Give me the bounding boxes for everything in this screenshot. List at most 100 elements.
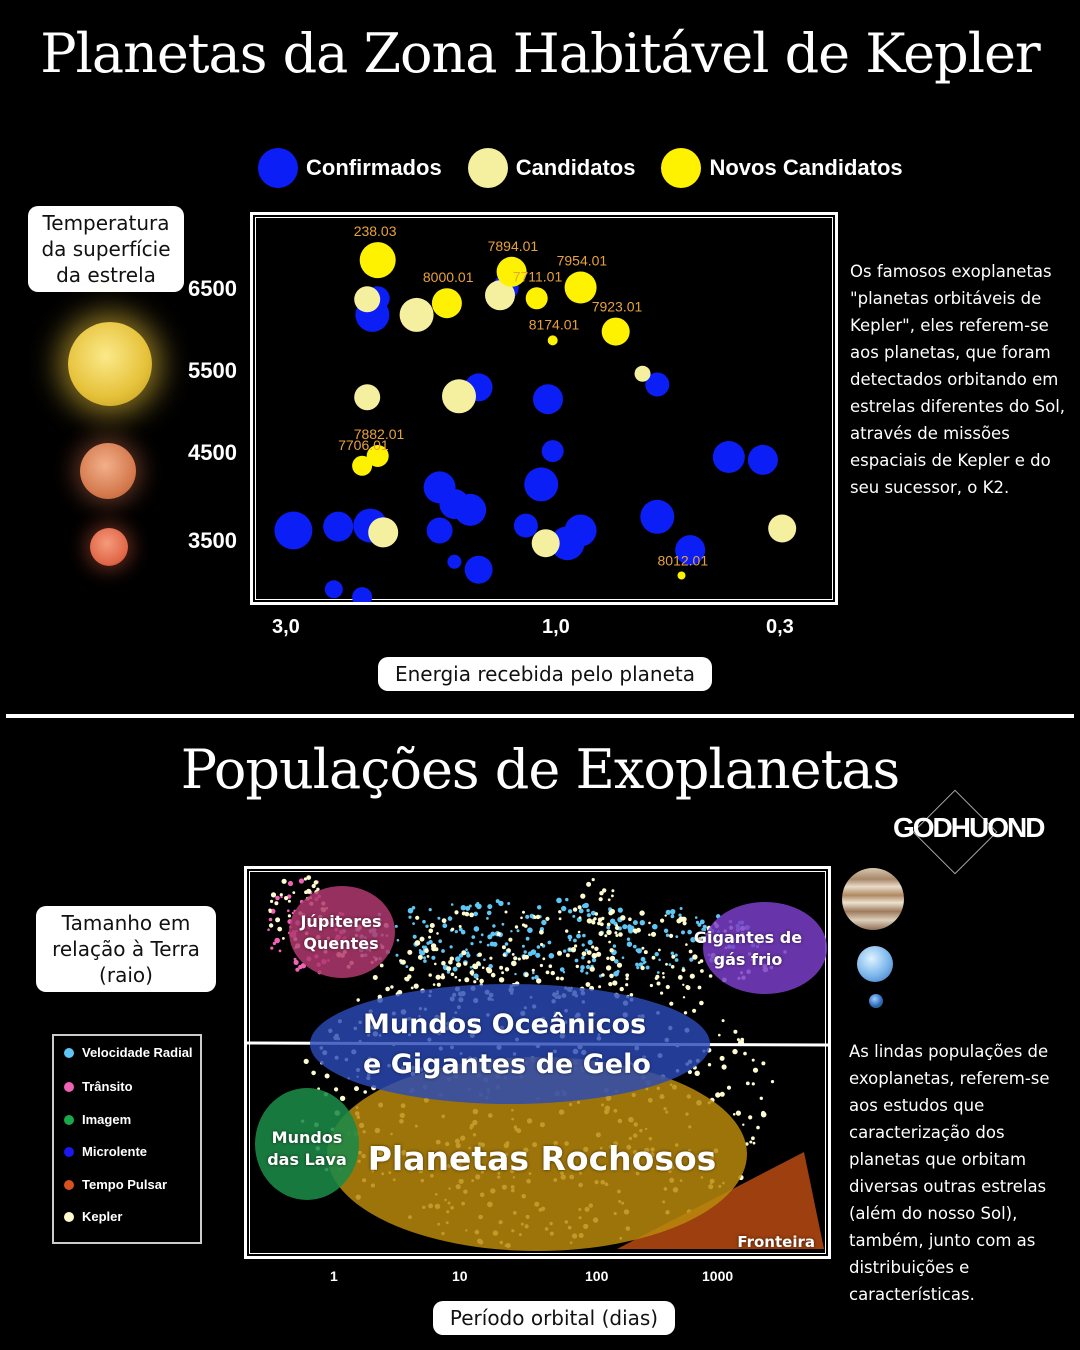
population-dot — [496, 932, 501, 936]
data-point-0-11 — [464, 555, 493, 584]
population-dot — [405, 965, 409, 968]
population-dot — [567, 934, 573, 940]
population-dot — [449, 945, 453, 949]
population-dot — [584, 948, 589, 952]
population-dot — [605, 965, 612, 971]
population-dot — [660, 918, 665, 923]
population-dot — [669, 1001, 674, 1006]
population-dot — [719, 1055, 725, 1061]
population-dot — [675, 935, 679, 938]
y-axis-label-2: Tamanho em relação à Terra (raio) — [36, 906, 216, 992]
population-dot — [625, 977, 629, 981]
data-point-2-9 — [677, 571, 686, 580]
population-dot — [609, 948, 614, 953]
population-dot — [441, 949, 445, 953]
population-dot — [501, 945, 506, 950]
population-dot — [660, 991, 664, 995]
population-dot — [682, 983, 685, 986]
population-dot — [423, 956, 426, 960]
population-dot — [670, 914, 675, 919]
data-point-0-22 — [675, 535, 706, 566]
section-divider — [6, 714, 1074, 718]
population-dot — [591, 957, 597, 963]
population-dot — [522, 910, 525, 914]
legend-swatch — [64, 1081, 74, 1092]
legend-swatch — [64, 1211, 74, 1222]
population-dot — [511, 953, 515, 956]
population-dot — [721, 1064, 727, 1070]
population-dot — [513, 956, 518, 961]
population-dot — [520, 916, 523, 920]
population-dot — [492, 924, 496, 928]
legend-swatch — [661, 148, 702, 188]
page-title: Planetas da Zona Habitável de Kepler — [40, 22, 1040, 85]
population-dot — [682, 921, 687, 926]
population-dot — [436, 982, 441, 987]
population-dot — [502, 953, 506, 957]
population-dot — [761, 1061, 766, 1066]
population-dot — [498, 900, 504, 907]
population-dot — [492, 941, 498, 947]
x-tick-label-2: 1000 — [702, 1268, 734, 1284]
population-dot — [542, 957, 546, 961]
population-dot — [521, 923, 526, 927]
population-dot — [570, 947, 577, 953]
population-dot — [396, 938, 400, 942]
legend-swatch — [467, 148, 508, 188]
population-dot — [633, 944, 637, 949]
population-dot — [574, 944, 578, 948]
population-dot — [664, 914, 667, 917]
population-dot — [598, 931, 604, 937]
population-dot — [581, 951, 587, 957]
population-dot — [581, 943, 585, 947]
population-dot — [504, 967, 510, 972]
population-dot — [545, 916, 550, 921]
legend-label: Confirmados — [306, 155, 442, 180]
star-icon-hot — [68, 322, 152, 406]
data-point-2-5 — [547, 335, 558, 346]
population-dot — [514, 972, 517, 976]
legend-swatch — [64, 1146, 74, 1157]
data-point-0-19 — [564, 514, 597, 547]
data-point-1-4 — [354, 384, 381, 411]
legend-item-new-candidates: Novos Candidatos — [661, 148, 903, 188]
population-dot — [559, 967, 565, 972]
population-dot — [469, 970, 475, 975]
population-dot — [614, 925, 620, 930]
population-dot — [487, 904, 493, 910]
population-dot — [732, 1113, 736, 1116]
population-dot — [535, 952, 541, 958]
legend-label: Trânsito — [82, 1079, 133, 1094]
population-dot — [674, 953, 678, 957]
population-dot — [604, 934, 608, 938]
population-dot — [527, 927, 533, 933]
population-dot — [556, 897, 562, 904]
population-dot — [479, 940, 482, 944]
population-dot — [582, 933, 586, 938]
population-dot — [742, 1123, 745, 1126]
population-dot — [756, 1125, 760, 1130]
population-dot — [597, 917, 603, 923]
population-dot — [639, 910, 645, 916]
population-dot — [612, 944, 617, 948]
population-dot — [699, 1000, 704, 1006]
population-dot — [275, 917, 281, 923]
population-dot — [471, 935, 476, 939]
population-dot — [521, 944, 525, 948]
legend-label: Microlente — [82, 1144, 148, 1159]
population-dot — [586, 881, 592, 887]
population-dot — [400, 959, 406, 965]
population-dot — [428, 908, 432, 912]
population-dot — [504, 942, 509, 946]
legend-label: Novos Candidatos — [709, 155, 903, 180]
population-dot — [534, 975, 539, 980]
population-dot — [557, 950, 562, 956]
populations-scatter — [247, 875, 828, 1251]
population-dot — [516, 929, 520, 933]
population-dot — [465, 905, 471, 911]
population-dot — [619, 986, 624, 992]
population-dot — [662, 975, 665, 979]
population-dot — [545, 970, 550, 975]
region-label-rocky-planets: Planetas Rochosos — [367, 1139, 717, 1178]
data-point-2-2 — [496, 256, 527, 287]
